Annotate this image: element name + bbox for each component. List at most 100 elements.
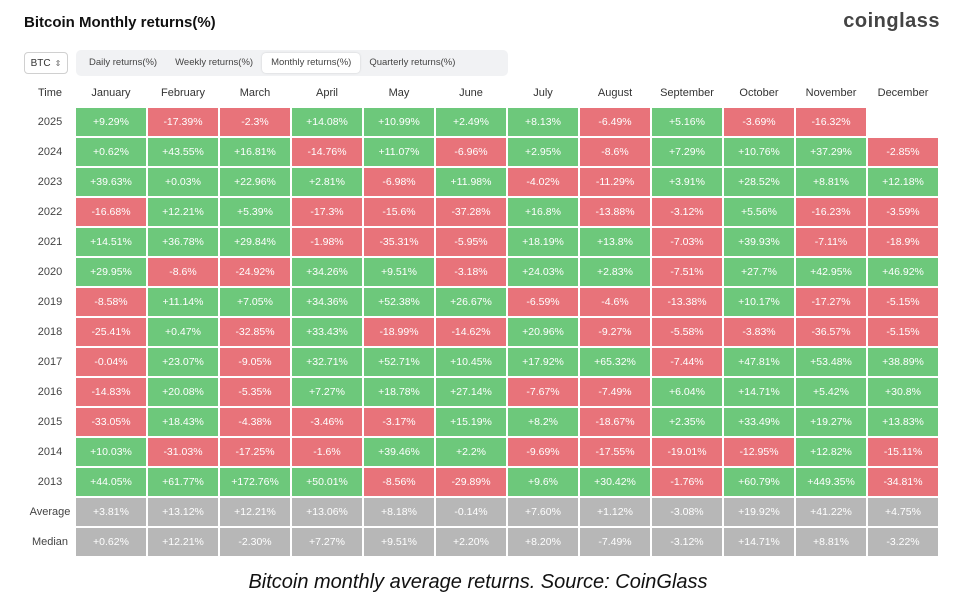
return-cell[interactable]: +43.55% xyxy=(148,138,218,166)
return-cell[interactable]: -8.6% xyxy=(148,258,218,286)
return-cell[interactable]: -31.03% xyxy=(148,438,218,466)
return-cell[interactable]: +9.6% xyxy=(508,468,578,496)
return-cell[interactable]: +33.49% xyxy=(724,408,794,436)
return-cell[interactable]: +10.76% xyxy=(724,138,794,166)
return-cell[interactable]: +172.76% xyxy=(220,468,290,496)
return-cell[interactable]: -2.3% xyxy=(220,108,290,136)
return-cell[interactable]: -17.39% xyxy=(148,108,218,136)
return-cell[interactable]: +50.01% xyxy=(292,468,362,496)
return-cell[interactable]: -7.44% xyxy=(652,348,722,376)
return-cell[interactable]: +6.04% xyxy=(652,378,722,406)
return-cell[interactable]: +29.95% xyxy=(76,258,146,286)
return-cell[interactable]: +2.20% xyxy=(436,528,506,556)
asset-select[interactable]: BTC ⇕ xyxy=(24,52,68,74)
return-cell[interactable]: +18.78% xyxy=(364,378,434,406)
return-cell[interactable]: -16.68% xyxy=(76,198,146,226)
return-cell[interactable]: +11.07% xyxy=(364,138,434,166)
return-cell[interactable]: -24.92% xyxy=(220,258,290,286)
return-cell[interactable]: +16.81% xyxy=(220,138,290,166)
tab-daily-returns[interactable]: Daily returns(%) xyxy=(89,57,158,68)
return-cell[interactable]: +12.21% xyxy=(220,498,290,526)
return-cell[interactable]: +10.45% xyxy=(436,348,506,376)
return-cell[interactable]: +14.51% xyxy=(76,228,146,256)
return-cell[interactable]: +19.27% xyxy=(796,408,866,436)
return-cell[interactable]: -7.49% xyxy=(580,528,650,556)
return-cell[interactable]: -7.03% xyxy=(652,228,722,256)
return-cell[interactable]: +7.29% xyxy=(652,138,722,166)
return-cell[interactable]: +13.06% xyxy=(292,498,362,526)
return-cell[interactable]: +2.81% xyxy=(292,168,362,196)
tab-weekly-returns[interactable]: Weekly returns(%) xyxy=(175,57,254,68)
return-cell[interactable]: -15.6% xyxy=(364,198,434,226)
return-cell[interactable]: +30.8% xyxy=(868,378,938,406)
return-cell[interactable]: -34.81% xyxy=(868,468,938,496)
return-cell[interactable]: -13.38% xyxy=(652,288,722,316)
return-cell[interactable]: +8.81% xyxy=(796,528,866,556)
return-cell[interactable]: +2.95% xyxy=(508,138,578,166)
return-cell[interactable]: -18.67% xyxy=(580,408,650,436)
return-cell[interactable]: +12.82% xyxy=(796,438,866,466)
return-cell[interactable]: +0.62% xyxy=(76,528,146,556)
return-cell[interactable]: +34.26% xyxy=(292,258,362,286)
return-cell[interactable]: -37.28% xyxy=(436,198,506,226)
return-cell[interactable]: -5.95% xyxy=(436,228,506,256)
return-cell[interactable]: +13.12% xyxy=(148,498,218,526)
return-cell[interactable]: +38.89% xyxy=(868,348,938,376)
return-cell[interactable]: -36.57% xyxy=(796,318,866,346)
return-cell[interactable]: -3.22% xyxy=(868,528,938,556)
return-cell[interactable]: -3.08% xyxy=(652,498,722,526)
return-cell[interactable]: +14.71% xyxy=(724,528,794,556)
return-cell[interactable]: +8.81% xyxy=(796,168,866,196)
return-cell[interactable]: -17.27% xyxy=(796,288,866,316)
return-cell[interactable]: +53.48% xyxy=(796,348,866,376)
return-cell[interactable]: -14.76% xyxy=(292,138,362,166)
return-cell[interactable]: -25.41% xyxy=(76,318,146,346)
return-cell[interactable]: +0.62% xyxy=(76,138,146,166)
return-cell[interactable]: -8.6% xyxy=(580,138,650,166)
return-cell[interactable]: -7.49% xyxy=(580,378,650,406)
return-cell[interactable]: +1.12% xyxy=(580,498,650,526)
return-cell[interactable]: -33.05% xyxy=(76,408,146,436)
return-cell[interactable]: -14.62% xyxy=(436,318,506,346)
return-cell[interactable]: -3.12% xyxy=(652,198,722,226)
return-cell[interactable]: +5.16% xyxy=(652,108,722,136)
return-cell[interactable]: -5.15% xyxy=(868,288,938,316)
return-cell[interactable]: +27.14% xyxy=(436,378,506,406)
return-cell[interactable]: +52.38% xyxy=(364,288,434,316)
return-cell[interactable]: +33.43% xyxy=(292,318,362,346)
return-cell[interactable]: -7.51% xyxy=(652,258,722,286)
return-cell[interactable]: -0.14% xyxy=(436,498,506,526)
return-cell[interactable]: -19.01% xyxy=(652,438,722,466)
return-cell[interactable]: +7.05% xyxy=(220,288,290,316)
return-cell[interactable]: -4.38% xyxy=(220,408,290,436)
return-cell[interactable]: -3.12% xyxy=(652,528,722,556)
return-cell[interactable]: -5.58% xyxy=(652,318,722,346)
return-cell[interactable]: -32.85% xyxy=(220,318,290,346)
return-cell[interactable]: +9.51% xyxy=(364,528,434,556)
return-cell[interactable]: +16.8% xyxy=(508,198,578,226)
return-cell[interactable]: +15.19% xyxy=(436,408,506,436)
return-cell[interactable]: +47.81% xyxy=(724,348,794,376)
return-cell[interactable]: -3.83% xyxy=(724,318,794,346)
return-cell[interactable]: +2.2% xyxy=(436,438,506,466)
return-cell[interactable]: +17.92% xyxy=(508,348,578,376)
return-cell[interactable]: +30.42% xyxy=(580,468,650,496)
return-cell[interactable]: +5.39% xyxy=(220,198,290,226)
return-cell[interactable]: +28.52% xyxy=(724,168,794,196)
return-cell[interactable]: +13.83% xyxy=(868,408,938,436)
return-cell[interactable]: +8.2% xyxy=(508,408,578,436)
return-cell[interactable]: +2.49% xyxy=(436,108,506,136)
return-cell[interactable]: -9.27% xyxy=(580,318,650,346)
return-cell[interactable]: -6.49% xyxy=(580,108,650,136)
return-cell[interactable]: +3.91% xyxy=(652,168,722,196)
return-cell[interactable]: +20.96% xyxy=(508,318,578,346)
return-cell[interactable]: -15.11% xyxy=(868,438,938,466)
return-cell[interactable]: +14.08% xyxy=(292,108,362,136)
return-cell[interactable]: -7.11% xyxy=(796,228,866,256)
return-cell[interactable]: -5.35% xyxy=(220,378,290,406)
return-cell[interactable]: +7.27% xyxy=(292,528,362,556)
return-cell[interactable]: -3.59% xyxy=(868,198,938,226)
return-cell[interactable]: -3.17% xyxy=(364,408,434,436)
return-cell[interactable]: +36.78% xyxy=(148,228,218,256)
return-cell[interactable]: -1.76% xyxy=(652,468,722,496)
